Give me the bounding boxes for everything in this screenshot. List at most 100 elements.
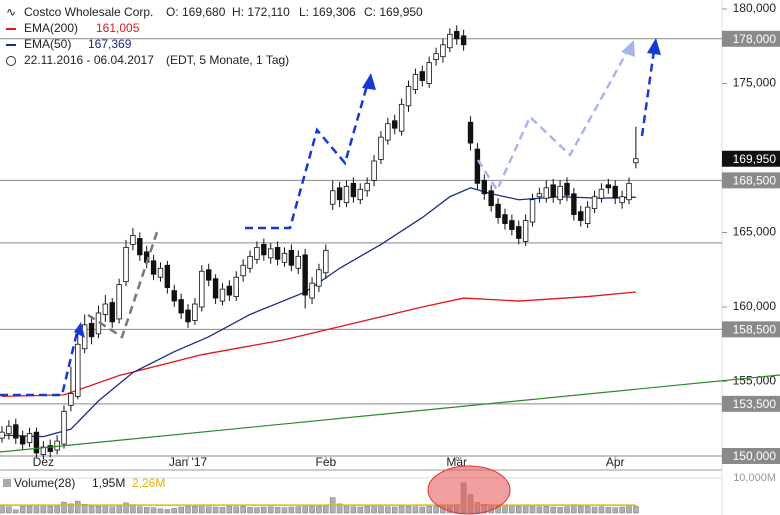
candle-body — [467, 121, 474, 144]
candle-body — [488, 190, 494, 207]
level-label: 153,500 — [733, 397, 777, 411]
volume-bar — [302, 504, 308, 514]
candle-body — [612, 185, 618, 199]
candle-body — [219, 288, 226, 302]
volume-bar — [185, 505, 191, 514]
candle-body — [316, 269, 322, 287]
candle-body — [226, 285, 233, 296]
volume-tick-label: 10,000M — [733, 472, 776, 484]
volume-bar — [95, 506, 102, 514]
candle-body — [212, 278, 219, 299]
candle-body — [240, 264, 246, 277]
volume-bar — [502, 505, 508, 514]
candle-body — [233, 276, 239, 297]
ohlc: C: 169,950 — [364, 5, 423, 19]
level-label: 158,500 — [733, 323, 777, 337]
candle-body — [75, 343, 81, 397]
volume-value: 1,95M — [92, 476, 125, 490]
volume-bar — [178, 506, 184, 514]
volume-bar — [309, 505, 315, 514]
candle-body — [591, 196, 598, 210]
candle-body — [398, 103, 405, 132]
level-label: 150,000 — [733, 449, 777, 463]
volume-bar — [371, 505, 377, 514]
chart-info: (EDT, 5 Monate, 1 Tag) — [166, 53, 289, 67]
candle-body — [550, 184, 556, 198]
volume-bar — [212, 506, 219, 514]
volume-bar — [137, 506, 143, 514]
volume-bar — [398, 505, 405, 514]
volume-bar — [433, 505, 439, 514]
candle-body — [460, 35, 467, 46]
volume-average: 2,26M — [132, 476, 165, 490]
candle-body — [626, 182, 632, 201]
volume-bar — [33, 504, 40, 514]
candle-body — [130, 235, 136, 245]
candle-body — [61, 410, 67, 445]
volume-bar — [54, 505, 60, 514]
volume-bar — [419, 506, 426, 514]
volume-bar — [426, 506, 432, 514]
candle-body — [6, 425, 12, 435]
candle-body — [426, 62, 432, 84]
candle-body — [378, 136, 384, 160]
candle-body — [481, 179, 487, 195]
legend-value: 167,369 — [88, 37, 132, 51]
clock-icon — [6, 56, 16, 66]
volume-bar — [336, 503, 343, 514]
candle-body — [19, 436, 26, 445]
volume-bar — [584, 506, 591, 514]
candle-body — [419, 71, 425, 81]
candle-body — [47, 445, 53, 452]
volume-bar — [591, 506, 598, 514]
projection — [476, 49, 630, 193]
level-label: 178,000 — [733, 32, 777, 46]
volume-bar — [378, 504, 384, 514]
candle-body — [54, 440, 60, 451]
volume-bar — [81, 504, 88, 514]
candle-body — [192, 303, 198, 321]
arrow-head — [621, 40, 635, 57]
level-box — [722, 30, 780, 47]
candle-body — [68, 393, 74, 406]
volume-bar — [47, 506, 53, 514]
candle-body — [405, 86, 412, 107]
projection — [87, 231, 159, 339]
icon: ∿ — [6, 5, 16, 19]
volume-bar — [522, 505, 529, 514]
candle-body — [0, 431, 5, 439]
volume-bar — [102, 505, 109, 514]
candle-body — [281, 252, 288, 263]
candle-body — [109, 302, 115, 323]
candle-body — [357, 188, 363, 201]
volume-bar — [412, 506, 419, 514]
y-tick-label: 155,000 — [733, 374, 777, 388]
volume-bar — [343, 505, 350, 514]
level-box — [722, 448, 780, 464]
ema-line — [1, 291, 636, 398]
candle-body — [433, 53, 439, 61]
date-range: 22.11.2016 - 06.04.2017 — [24, 53, 154, 67]
legend-value: 161,005 — [96, 21, 140, 35]
volume-label: Volume(28) — [14, 476, 75, 490]
candle-body — [619, 196, 625, 204]
volume-bar — [247, 507, 253, 514]
candle-body — [205, 269, 212, 281]
candle-body — [157, 267, 164, 278]
volume-bar — [205, 506, 212, 514]
x-tick-label: Mär — [446, 455, 467, 469]
level-box — [722, 172, 780, 189]
candle-body — [564, 182, 570, 196]
last-price-label: 169,950 — [733, 152, 777, 166]
projection — [245, 81, 370, 230]
volume-bar — [116, 505, 122, 514]
volume-bar — [564, 506, 570, 514]
y-tick-label: 180,000 — [733, 1, 777, 15]
ohlc: H: 172,110 — [232, 5, 290, 19]
volume-bar — [88, 505, 95, 514]
volume-bar — [281, 507, 288, 514]
candle-body — [40, 446, 47, 455]
candle-body — [199, 270, 205, 308]
